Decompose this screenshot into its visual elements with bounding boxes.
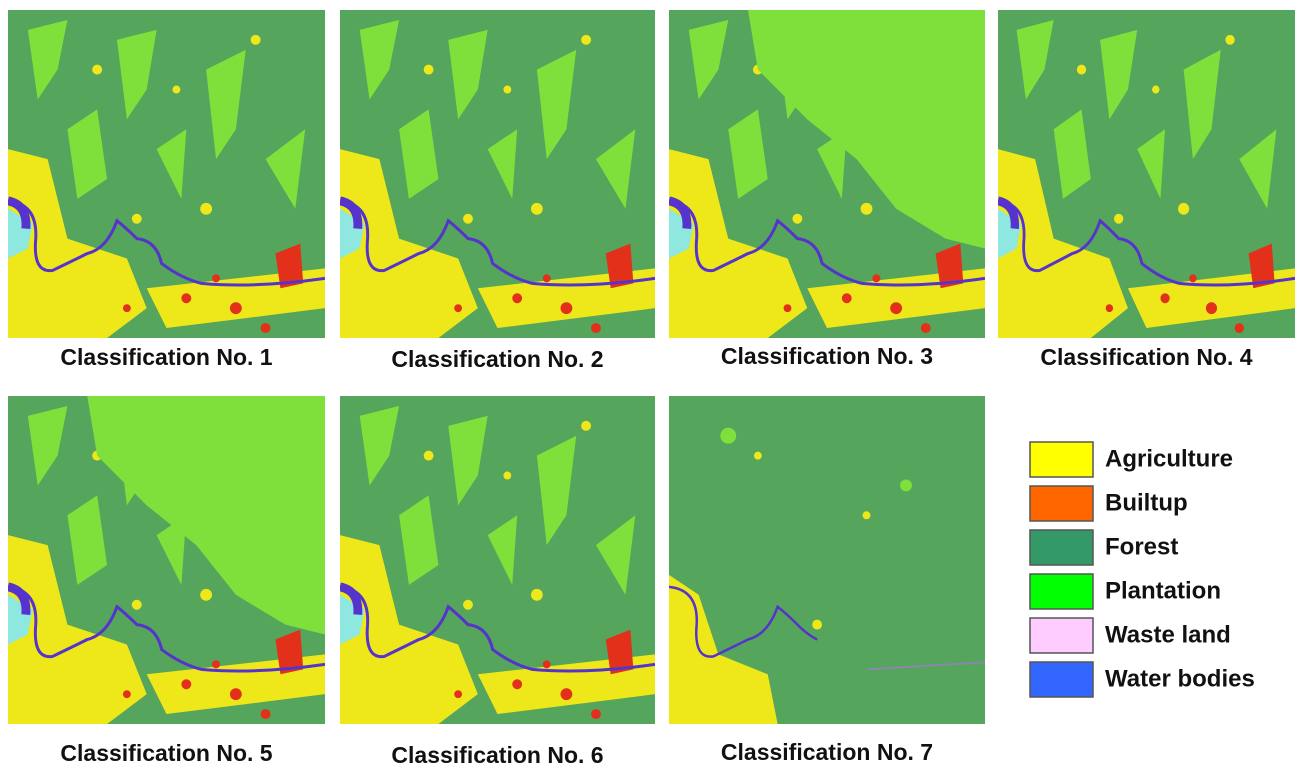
legend-swatch [1030,574,1093,609]
classification-map [669,396,985,724]
classification-map [8,396,325,724]
figure: Classification No. 1 Classification No. 2… [0,0,1300,766]
legend-label: Builtup [1105,489,1188,516]
legend-swatch [1030,662,1093,697]
map-caption: Classification No. 7 [721,739,933,765]
legend-label: Waste land [1105,621,1231,648]
legend-label: Plantation [1105,577,1221,604]
map-caption: Classification No. 4 [1040,344,1252,370]
legend-swatch [1030,530,1093,565]
map-caption: Classification No. 5 [60,740,272,766]
map-caption: Classification No. 2 [391,346,603,372]
classification-map [340,396,655,724]
legend-swatch [1030,618,1093,653]
legend-label: Agriculture [1105,445,1233,472]
classification-map [340,10,655,338]
legend-swatch [1030,442,1093,477]
legend-label: Forest [1105,533,1178,560]
map-caption: Classification No. 1 [60,344,272,370]
classification-map [998,10,1295,338]
legend-swatch [1030,486,1093,521]
legend-label: Water bodies [1105,665,1255,692]
map-caption: Classification No. 6 [391,742,603,766]
classification-map [8,10,325,338]
map-caption: Classification No. 3 [721,343,933,369]
classification-map [669,10,985,338]
